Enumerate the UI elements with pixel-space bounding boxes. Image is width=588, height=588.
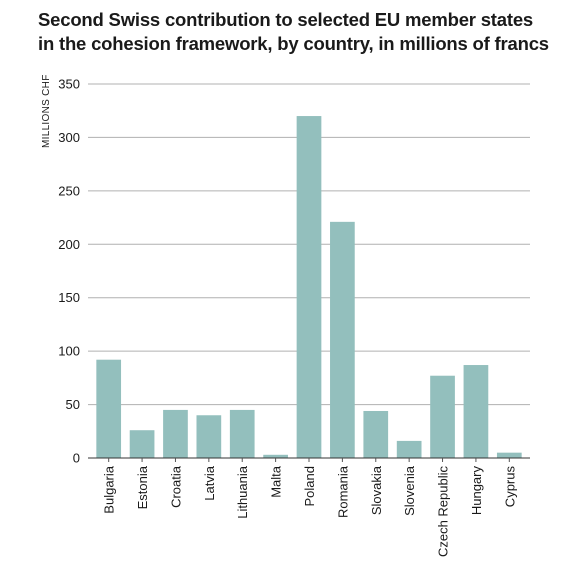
bar-slovenia <box>396 440 422 458</box>
chart-title: Second Swiss contribution to selected EU… <box>38 8 578 56</box>
bar-slovakia <box>363 410 389 458</box>
x-tick-label: Slovakia <box>369 465 384 515</box>
bar-hungary <box>463 365 489 458</box>
x-tick-label: Poland <box>302 466 317 506</box>
x-tick-label: Lithuania <box>235 465 250 519</box>
y-tick-label: 150 <box>58 290 80 305</box>
y-tick-label: 350 <box>58 77 80 92</box>
x-tick-label: Estonia <box>135 465 150 509</box>
bar-romania <box>330 221 355 458</box>
y-tick-label: 0 <box>73 451 80 466</box>
y-tick-label: 300 <box>58 130 80 145</box>
bar-cyprus <box>496 452 522 458</box>
y-tick-label: 250 <box>58 183 80 198</box>
x-tick-label: Malta <box>269 465 284 498</box>
bars <box>96 116 522 459</box>
bar-bulgaria <box>96 359 122 458</box>
y-tick-label: 50 <box>66 397 80 412</box>
chart-title-line-1: Second Swiss contribution to selected EU… <box>38 9 533 30</box>
bar-lithuania <box>229 409 255 458</box>
bar-estonia <box>129 430 155 458</box>
x-tick-label: Cyprus <box>502 466 517 508</box>
x-tick-label: Hungary <box>469 466 484 516</box>
y-axis-label: MILLIONS CHF <box>41 74 52 148</box>
bar-poland <box>296 116 322 459</box>
x-tick-label: Latvia <box>202 465 217 500</box>
x-tick-label: Czech Republic <box>436 466 451 558</box>
x-tick-label: Romania <box>335 465 350 518</box>
y-tick-label: 200 <box>58 237 80 252</box>
x-axis-tick-labels: Bulgaria Estonia Croatia Latvia Lithuania Mal… <box>102 458 517 558</box>
x-tick-label: Bulgaria <box>102 465 117 513</box>
y-axis-tick-labels: 0 50 100 150 200 250 300 350 <box>58 77 80 466</box>
bar-malta <box>263 454 288 458</box>
x-tick-label: Slovenia <box>402 465 417 516</box>
chart-title-line-2: in the cohesion framework, by country, i… <box>38 33 549 54</box>
y-tick-label: 100 <box>58 344 80 359</box>
bar-czech-republic <box>430 375 455 458</box>
x-tick-label: Croatia <box>168 465 183 508</box>
bar-croatia <box>163 409 188 458</box>
bar-latvia <box>196 415 222 458</box>
